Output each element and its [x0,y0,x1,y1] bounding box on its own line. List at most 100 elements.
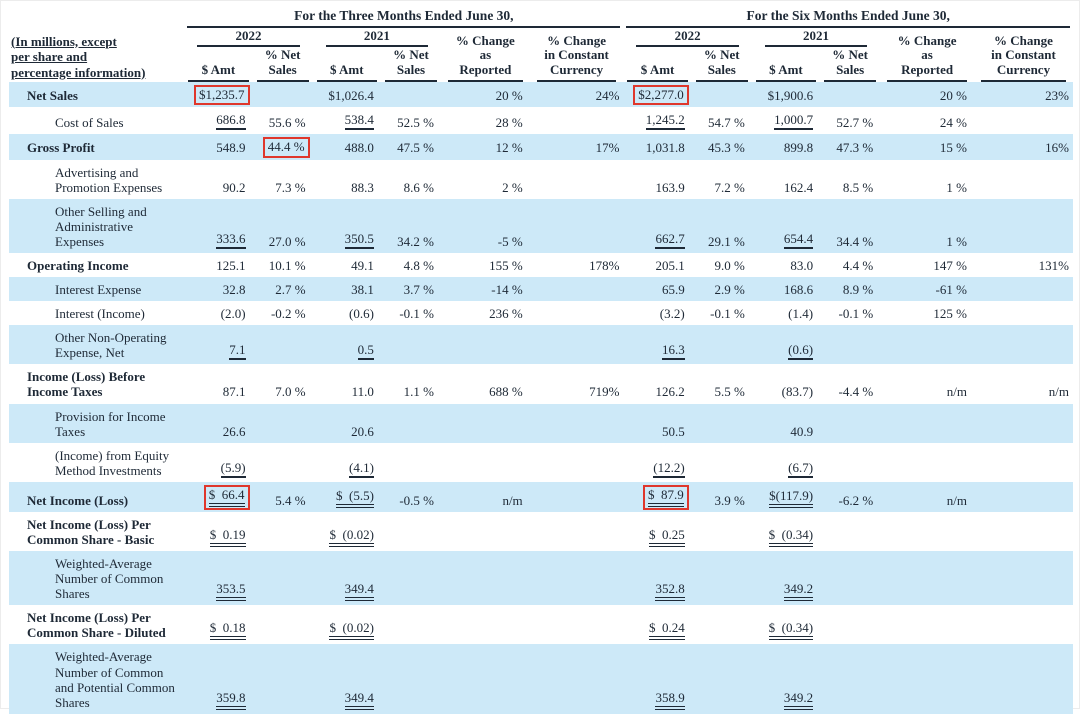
cell-value: 47.3 % [836,140,874,156]
value-cell: (12.2) [623,443,691,482]
value-cell: 163.9 [623,160,691,199]
cell-value: 32.8 [222,282,246,298]
value-cell [381,443,441,482]
value-cell: (4.1) [313,443,381,482]
value-cell: 34.4 % [820,198,881,253]
value-cell: 1 % [880,160,974,199]
cell-value: 27.0 % [268,233,306,249]
value-cell: 1,000.7 [752,107,820,134]
highlight-annotation-box: $ 66.4 [203,484,250,510]
cell-value: -0.5 % [399,492,435,508]
value-cell: 49.1 [313,253,381,277]
cell-value: 125.1 [216,257,246,273]
cell-value: 538.4 [344,112,374,131]
cell-value: 47.5 % [397,140,435,156]
cell-value: 1.1 % [403,384,435,400]
table-row: Interest (Income) (2.0) -0.2 % (0.6) -0.1 % 2… [9,301,1073,325]
cell-value: $1,235.7 [199,87,245,103]
cell-value: 4.4 % [842,257,874,273]
row-label: Net Income (Loss) [9,481,185,512]
row-label: Income (Loss) Before Income Taxes [27,369,146,400]
cell-value: 4.8 % [403,257,435,273]
value-cell [974,160,1073,199]
value-cell: 686.8 [184,107,252,134]
value-cell: 333.6 [184,198,253,253]
value-cell: 23% [973,82,1073,108]
value-cell: 2.7 % [252,277,313,302]
row-label: Gross Profit [9,134,185,160]
value-cell [692,605,752,644]
value-cell: 349.4 [312,644,381,714]
cell-value: n/m [502,492,523,508]
value-cell: 125 % [880,301,974,325]
value-cell: $ 87.9 [623,481,692,512]
cell-value: 1 % [946,179,967,195]
cell-value: $ 0.25 [648,527,685,548]
cell-value: $ 66.4 [208,487,245,507]
row-label: Provision for Income Taxes [9,403,185,443]
table-row: Weighted-Average Number of Common and Po… [9,644,1073,714]
units-note: (In millions, except per share and perce… [9,7,184,82]
value-cell: 9.0 % [692,253,752,277]
cell-value: 8.9 % [842,282,874,298]
cell-value: 131% [1038,257,1069,273]
cell-value: 83.0 [790,257,814,273]
value-cell: 20 % [880,82,974,108]
year-2021-6m: 2021 [752,28,880,48]
value-cell [973,403,1073,443]
cell-value: 7.3 % [275,179,306,195]
value-cell: 52.7 % [820,107,880,134]
value-cell: 16% [973,134,1073,160]
value-cell: 359.8 [184,644,253,714]
cell-value: 205.1 [655,257,685,273]
cell-value: 488.0 [344,140,374,156]
cell-value: 168.6 [783,282,814,298]
value-cell: 125.1 [184,253,252,277]
value-cell: 7.2 % [692,160,752,199]
value-cell [530,301,624,325]
value-cell [381,512,441,551]
value-cell [441,443,530,482]
value-cell: 2 % [441,160,530,199]
pct-net-sales-header-3m-2021: % Net Sales [381,47,441,83]
value-cell [529,198,624,253]
value-cell: 5.5 % [692,364,752,403]
cell-value: -0.2 % [270,306,306,322]
value-cell [529,277,624,302]
value-cell: 7.1 [184,325,253,365]
value-cell: 205.1 [623,253,691,277]
cell-value: $ (0.02) [329,620,374,641]
value-cell: $ 0.25 [623,512,691,551]
header-row-measures: $ Amt % Net Sales $ Amt % Net Sales $ Am… [9,47,1073,83]
cell-value: $ 87.9 [647,487,684,507]
cell-value: 349.4 [344,581,374,602]
cell-value: 654.4 [783,231,814,249]
cell-value: 5.4 % [275,492,306,508]
cell-value: 16% [1045,140,1069,156]
value-cell: -0.1 % [820,301,880,325]
value-cell [974,512,1073,551]
table-row: Net Income (Loss) Per Common Share - Bas… [9,512,1073,551]
value-cell: -4.4 % [820,364,880,403]
cell-value: 163.9 [655,179,685,195]
value-cell: 45.3 % [691,134,752,160]
value-cell [880,443,974,482]
value-cell [691,403,752,443]
cell-value: -5 % [497,233,523,249]
amt-header-6m-2022: $ Amt [623,47,691,83]
value-cell: 349.2 [751,551,821,606]
value-cell: 52.5 % [381,107,441,134]
table-row: Interest Expense 32.8 2.7 % 38.1 3.7 % -14 % 6… [9,277,1073,302]
value-cell: 548.9 [184,134,253,160]
highlight-annotation-box: $2,277.0 [633,85,689,106]
value-cell [880,644,974,714]
cell-value: 349.2 [783,581,814,602]
value-cell: 8.9 % [820,277,881,302]
cell-value: 65.9 [661,282,685,298]
value-cell [441,325,530,365]
value-cell: $ 0.24 [623,605,691,644]
cell-value: 1,031.8 [645,140,685,156]
value-cell [820,605,880,644]
value-cell [880,551,974,606]
value-cell [973,277,1073,302]
